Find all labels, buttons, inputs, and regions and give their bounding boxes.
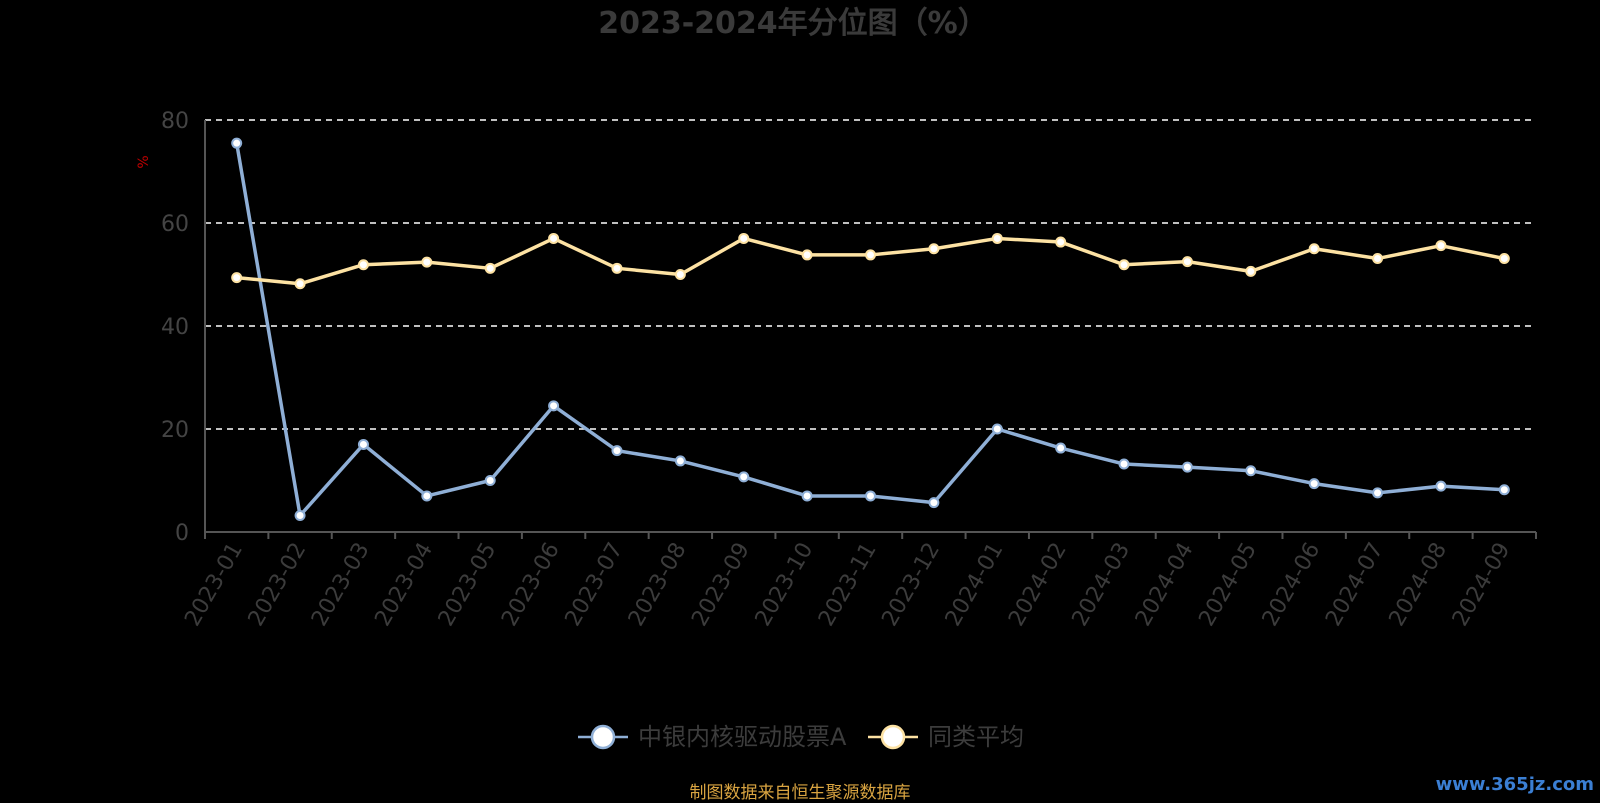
legend-item-2[interactable]: 同类平均 (868, 723, 1024, 751)
data-point (611, 445, 623, 457)
data-point (1181, 461, 1193, 473)
x-tick-label: 2023-03 (307, 539, 375, 631)
legend-label: 中银内核驱动股票A (638, 723, 847, 751)
y-tick-labels: 0 20 40 60 80 (161, 109, 189, 546)
data-point (548, 400, 560, 412)
data-point (421, 256, 433, 268)
data-point (865, 249, 876, 261)
watermark: www.365jz.com (1435, 774, 1594, 795)
data-point (1118, 458, 1130, 470)
x-tick-label: 2023-01 (180, 539, 248, 631)
y-tick-label: 80 (161, 109, 189, 134)
grid-lines (205, 119, 1536, 430)
x-tick-label: 2023-02 (244, 539, 312, 631)
data-point (357, 438, 369, 450)
data-point (1181, 256, 1193, 268)
data-point (928, 243, 940, 255)
x-tick-label: 2023-08 (624, 539, 692, 631)
x-tick-label: 2023-05 (434, 539, 502, 631)
x-tick-label: 2023-10 (751, 539, 819, 631)
legend[interactable]: 中银内核驱动股票A 同类平均 (578, 723, 1024, 751)
data-point (801, 490, 813, 502)
legend-item-1[interactable]: 中银内核驱动股票A (578, 723, 847, 751)
y-tick-label: 60 (161, 212, 189, 237)
x-tick-label: 2023-06 (497, 539, 565, 631)
data-point (928, 497, 940, 509)
data-point (738, 471, 750, 483)
x-tick-label: 2023-09 (687, 539, 755, 631)
chart-title: 2023-2024年分位图（%） (598, 6, 988, 41)
data-point (1498, 484, 1510, 496)
data-point (674, 269, 686, 280)
data-point (801, 249, 813, 261)
y-tick-label: 40 (161, 315, 189, 340)
x-tick-label: 2023-12 (877, 539, 945, 631)
data-source-note: 制图数据来自恒生聚源数据库 (689, 783, 911, 803)
data-point (1372, 253, 1384, 265)
data-point (991, 232, 1003, 244)
data-point (611, 262, 623, 274)
x-tick-label: 2024-03 (1068, 539, 1136, 631)
y-axis-label: % (136, 155, 152, 168)
data-point (674, 455, 686, 467)
x-tick-label: 2023-04 (370, 539, 438, 631)
y-tick-label: 20 (161, 418, 189, 443)
x-tick-label: 2024-06 (1258, 539, 1326, 631)
data-point (1245, 465, 1257, 477)
data-point (1055, 442, 1067, 454)
data-point (865, 490, 876, 502)
series-line (234, 142, 1505, 518)
data-point (294, 278, 306, 290)
data-point (357, 259, 369, 271)
data-point (231, 137, 243, 149)
x-tick-label: 2023-07 (561, 539, 629, 631)
x-tick-label: 2024-04 (1131, 539, 1199, 631)
legend-label: 同类平均 (928, 723, 1024, 751)
data-point (1435, 240, 1447, 252)
data-point (1055, 236, 1067, 248)
data-point (1245, 265, 1257, 277)
data-point (1498, 253, 1510, 265)
data-point (1308, 478, 1320, 490)
data-point (231, 272, 243, 284)
x-tick-label: 2024-07 (1321, 539, 1389, 631)
x-tick-labels: 2023-012023-022023-032023-042023-052023-… (180, 539, 1515, 631)
data-point (1308, 243, 1320, 255)
data-point (484, 262, 496, 274)
data-point (738, 232, 750, 244)
series-group (231, 137, 1510, 522)
x-tick-label: 2024-09 (1448, 539, 1516, 631)
series-2 (231, 232, 1510, 290)
legend-swatch-marker (590, 724, 616, 750)
data-point (294, 510, 306, 522)
data-point (1118, 259, 1130, 271)
x-tick-label: 2024-08 (1385, 539, 1453, 631)
data-point (1372, 487, 1384, 499)
data-point (421, 490, 433, 502)
legend-swatch-marker (880, 724, 906, 750)
x-tick-label: 2024-01 (941, 539, 1009, 631)
y-tick-label: 0 (175, 521, 189, 546)
data-point (548, 232, 560, 244)
x-tick-label: 2024-05 (1194, 539, 1262, 631)
x-tick-label: 2024-02 (1004, 539, 1072, 631)
data-point (991, 423, 1003, 435)
data-point (484, 475, 496, 486)
x-tick-label: 2023-11 (814, 539, 882, 631)
series-1 (231, 137, 1510, 522)
data-point (1435, 480, 1447, 492)
axes (204, 120, 1537, 539)
